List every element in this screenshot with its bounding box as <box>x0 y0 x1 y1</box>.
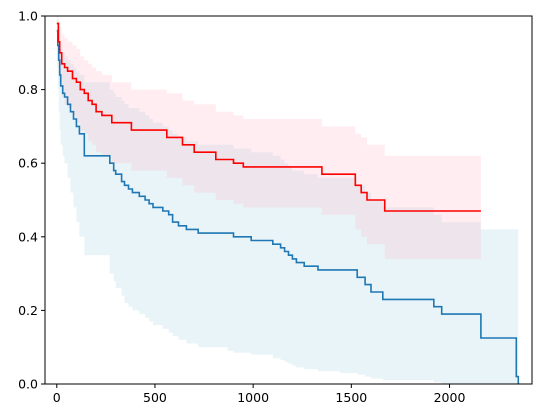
y-tick-label: 0.4 <box>18 229 38 244</box>
x-tick-label: 0 <box>53 390 61 405</box>
y-axis-ticks: 0.0 0.2 0.4 0.6 0.8 1.0 <box>18 9 45 392</box>
confidence-bands <box>56 16 519 384</box>
survival-curve-2 <box>56 22 481 212</box>
x-tick-label: 1500 <box>335 390 367 405</box>
x-tick-label: 500 <box>143 390 167 405</box>
y-tick-label: 0.2 <box>18 303 38 318</box>
plot-frame <box>44 15 533 385</box>
x-tick-label: 1000 <box>237 390 269 405</box>
y-tick-label: 1.0 <box>18 9 38 24</box>
confidence-band-1 <box>56 19 519 384</box>
y-tick-label: 0.6 <box>18 156 38 171</box>
confidence-band-2 <box>56 16 481 259</box>
y-tick-label: 0.8 <box>18 82 38 97</box>
x-axis-ticks: 0 500 1000 1500 2000 <box>53 384 466 405</box>
survival-curve-1 <box>56 29 520 384</box>
y-tick-label: 0.0 <box>18 377 38 392</box>
survival-curves <box>56 22 520 384</box>
x-tick-label: 2000 <box>434 390 466 405</box>
